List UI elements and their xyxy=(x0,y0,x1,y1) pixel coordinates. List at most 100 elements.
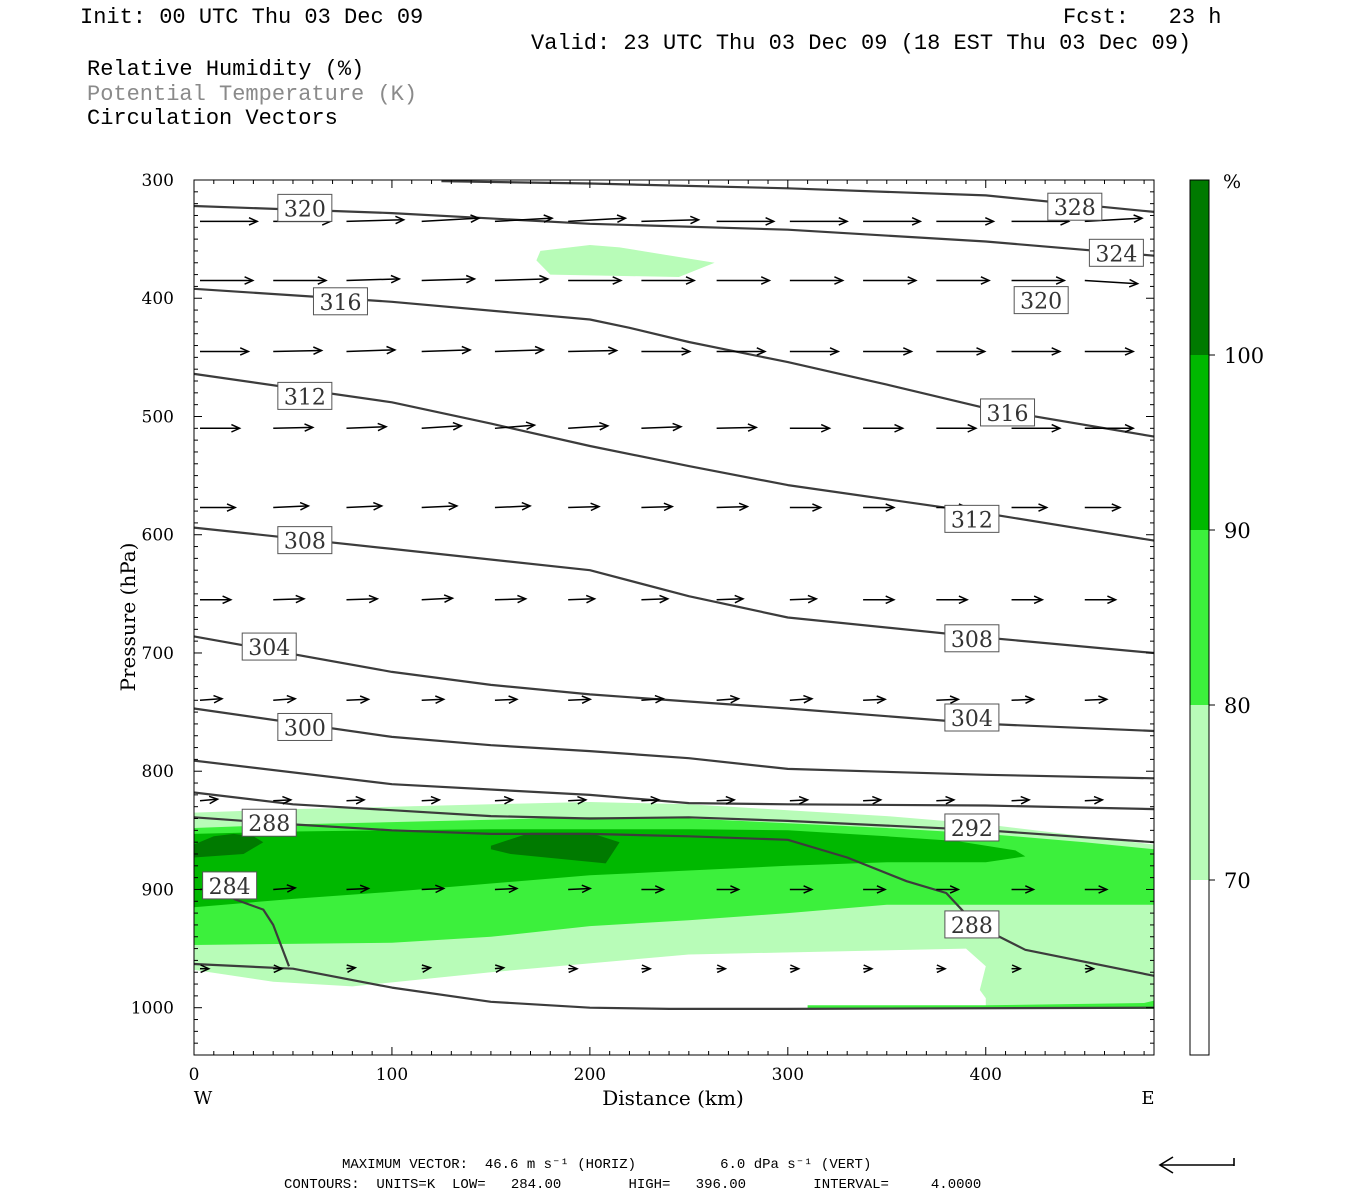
vector-arrow xyxy=(641,215,701,225)
vector-arrow xyxy=(346,501,384,511)
x-tick-label: 400 xyxy=(970,1065,1002,1085)
vector-arrow xyxy=(716,885,741,894)
svg-text:324: 324 xyxy=(1095,242,1137,267)
vector-arrow xyxy=(641,347,692,356)
vector-arrow xyxy=(789,885,814,894)
vector-arrow xyxy=(199,694,224,704)
vector-arrow xyxy=(936,695,961,704)
vector-arrow xyxy=(346,795,366,805)
vector-arrow xyxy=(200,964,211,974)
theta-contour-308 xyxy=(193,635,1155,733)
vector-arrow xyxy=(789,594,819,604)
vector-arrow xyxy=(936,276,991,285)
theta-label-312: 312 xyxy=(277,381,333,410)
vector-arrow xyxy=(1084,695,1109,704)
vector-arrow xyxy=(1011,964,1023,974)
x-axis-label: Distance (km) xyxy=(602,1086,744,1110)
theta-contour-304 xyxy=(193,707,1155,780)
vector-arrow xyxy=(716,594,745,604)
vector-arrow xyxy=(421,594,455,603)
theta-contour-312 xyxy=(193,526,1155,655)
svg-text:288: 288 xyxy=(248,812,290,837)
vector-arrow xyxy=(568,964,579,974)
theta-contour-320 xyxy=(193,287,1155,438)
vector-arrow xyxy=(494,695,519,704)
contour-info-note: CONTOURS: UNITS=K LOW= 284.00 HIGH= 396.… xyxy=(284,1177,982,1193)
theta-label-288: 288 xyxy=(944,910,1000,939)
svg-text:308: 308 xyxy=(951,628,993,653)
vector-arrow xyxy=(936,347,987,356)
svg-text:304: 304 xyxy=(951,707,993,732)
vector-arrow xyxy=(641,594,670,604)
humidity-region-100-5 xyxy=(194,833,264,858)
vector-arrow xyxy=(494,274,550,284)
vector-arrow xyxy=(494,214,554,223)
y-tick-label: 800 xyxy=(142,762,174,782)
theta-contour-328 xyxy=(441,180,1155,213)
init-time: Init: 00 UTC Thu 03 Dec 09 xyxy=(80,5,424,30)
svg-text:308: 308 xyxy=(284,530,326,555)
vector-arrow xyxy=(273,594,306,604)
y-tick-label: 700 xyxy=(142,644,174,664)
theta-label-284: 284 xyxy=(202,871,258,900)
vector-arrow xyxy=(1011,423,1062,433)
x-axis-west-label: W xyxy=(194,1088,213,1109)
vector-arrow xyxy=(421,274,477,284)
humidity-region-70-1 xyxy=(536,245,715,277)
vector-arrow xyxy=(641,502,675,512)
svg-text:316: 316 xyxy=(987,402,1029,427)
vector-arrow xyxy=(421,795,442,805)
vector-arrow xyxy=(716,276,772,285)
vector-arrow xyxy=(1084,595,1118,605)
svg-text:312: 312 xyxy=(284,385,326,410)
valid-time: Valid: 23 UTC Thu 03 Dec 09 (18 EST Thu … xyxy=(531,31,1192,56)
svg-text:284: 284 xyxy=(209,875,251,900)
vector-arrow xyxy=(568,884,593,894)
svg-text:292: 292 xyxy=(951,817,993,842)
theta-label-316: 316 xyxy=(312,287,368,316)
humidity-region-100-6 xyxy=(490,832,620,864)
vector-arrow xyxy=(273,501,311,511)
vector-arrow xyxy=(641,422,683,432)
colorbar-segment xyxy=(1190,880,1209,1055)
vector-arrow xyxy=(863,276,918,285)
vector-arrow xyxy=(716,423,759,432)
vector-arrow xyxy=(568,421,610,431)
vector-arrow xyxy=(568,214,628,223)
vector-arrow xyxy=(346,422,388,432)
theta-label-304: 304 xyxy=(241,632,297,661)
vector-arrow xyxy=(641,795,661,805)
axes: 300 400 500 600 700 800 900 1000 0 100 200 300 400 xyxy=(131,171,1154,1085)
vector-arrow xyxy=(716,694,741,704)
vector-arrow xyxy=(421,695,446,704)
vector-arrow xyxy=(863,503,896,512)
vector-arrow xyxy=(200,423,242,433)
vector-arrow xyxy=(936,423,978,433)
vector-arrow xyxy=(568,695,593,704)
max-vector-note: MAXIMUM VECTOR: 46.6 m s⁻¹ (HORIZ) 6.0 d… xyxy=(342,1157,872,1173)
theta-label-328: 328 xyxy=(1047,192,1103,221)
vector-arrow xyxy=(568,594,597,604)
vector-arrow xyxy=(273,276,328,285)
theta-label-292: 292 xyxy=(944,813,1000,842)
svg-text:328: 328 xyxy=(1054,196,1096,221)
y-tick-label: 500 xyxy=(142,407,174,427)
vector-arrow xyxy=(789,694,814,704)
vector-arrow xyxy=(273,884,298,893)
vector-arrow xyxy=(1011,695,1036,704)
vector-arrow xyxy=(273,795,293,805)
theta-contour-324 xyxy=(193,204,1155,257)
vector-arrow xyxy=(863,885,887,894)
vector-arrow xyxy=(641,276,697,285)
vector-arrow xyxy=(789,423,832,433)
vector-arrow xyxy=(863,964,874,974)
colorbar-unit: % xyxy=(1223,171,1241,193)
vector-arrow xyxy=(200,217,260,226)
vector-arrow xyxy=(568,276,623,285)
x-tick-label: 200 xyxy=(574,1065,606,1085)
field-theta-title: Potential Temperature (K) xyxy=(87,82,418,107)
theta-label-308: 308 xyxy=(277,526,333,555)
vector-arrow xyxy=(346,215,406,225)
x-axis-east-label: E xyxy=(1141,1088,1154,1109)
